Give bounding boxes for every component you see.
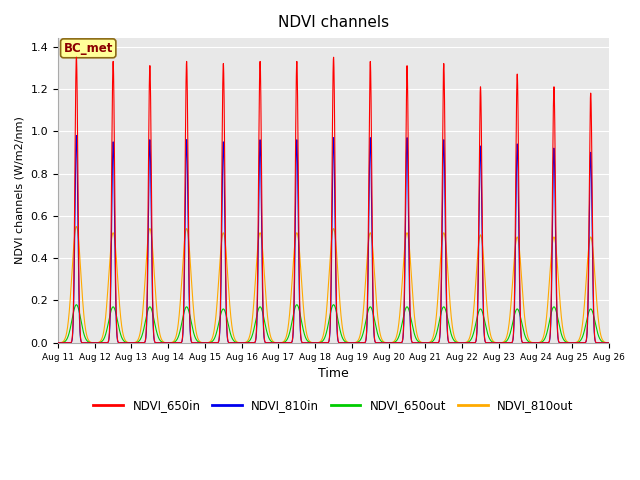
Text: BC_met: BC_met (63, 42, 113, 55)
Y-axis label: NDVI channels (W/m2/nm): NDVI channels (W/m2/nm) (15, 117, 25, 264)
Legend: NDVI_650in, NDVI_810in, NDVI_650out, NDVI_810out: NDVI_650in, NDVI_810in, NDVI_650out, NDV… (89, 395, 579, 417)
X-axis label: Time: Time (318, 367, 349, 380)
Title: NDVI channels: NDVI channels (278, 15, 389, 30)
